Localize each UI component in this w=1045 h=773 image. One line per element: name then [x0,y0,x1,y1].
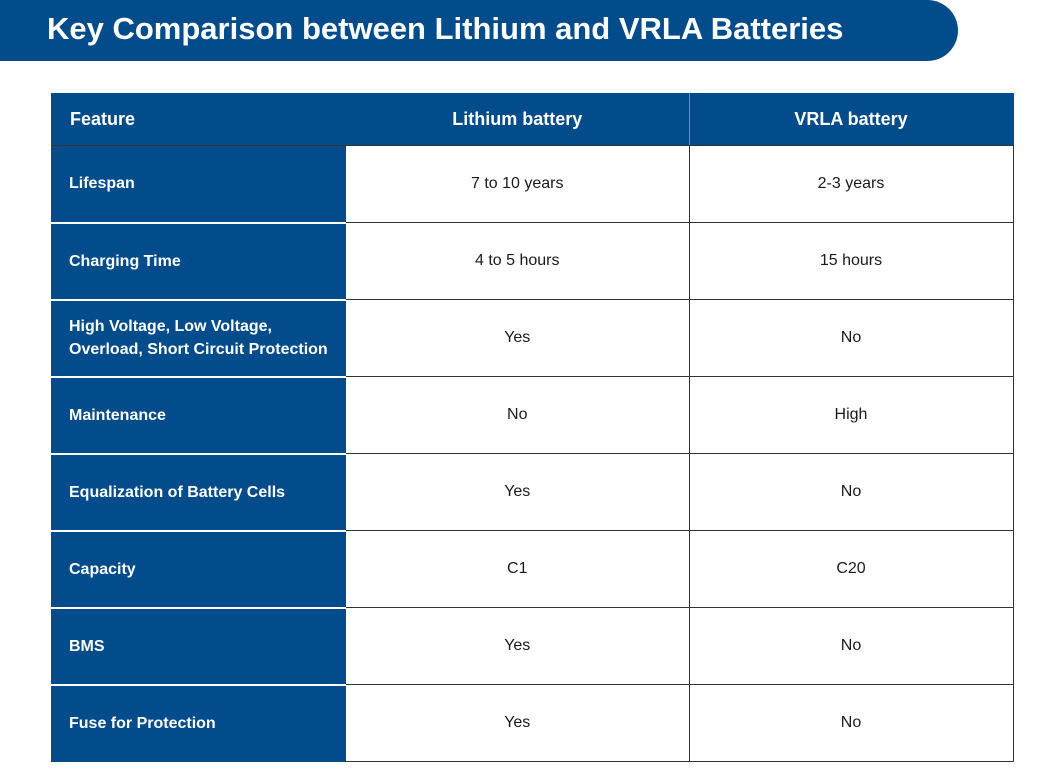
feature-cell: Fuse for Protection [51,684,346,762]
feature-cell: Equalization of Battery Cells [51,453,346,532]
comparison-table: Feature Lithium battery VRLA battery Lif… [51,93,1014,762]
vrla-cell: 2-3 years [689,145,1014,223]
feature-cell: Capacity [51,530,346,609]
page-title: Key Comparison between Lithium and VRLA … [47,11,844,46]
table-row: Fuse for Protection Yes No [51,684,1014,762]
title-banner [0,0,958,61]
vrla-cell: No [689,684,1014,762]
table-row: Lifespan 7 to 10 years 2-3 years [51,145,1014,224]
vrla-cell: C20 [689,530,1014,608]
lithium-cell: Yes [346,453,690,531]
table-row: Charging Time 4 to 5 hours 15 hours [51,222,1014,301]
lithium-cell: C1 [346,530,690,608]
table-row: BMS Yes No [51,607,1014,686]
feature-cell: High Voltage, Low Voltage, Overload, Sho… [51,299,346,378]
feature-cell: Charging Time [51,222,346,301]
feature-cell: Maintenance [51,376,346,455]
lithium-cell: Yes [346,684,690,762]
vrla-cell: 15 hours [689,222,1014,300]
lithium-cell: Yes [346,299,690,377]
table-row: Capacity C1 C20 [51,530,1014,609]
header-vrla: VRLA battery [689,93,1014,146]
lithium-cell: No [346,376,690,454]
table-row: Equalization of Battery Cells Yes No [51,453,1014,532]
vrla-cell: No [689,299,1014,377]
feature-cell: Lifespan [51,145,346,224]
header-feature: Feature [51,93,346,146]
table-row: Maintenance No High [51,376,1014,455]
lithium-cell: 7 to 10 years [346,145,690,223]
feature-cell: BMS [51,607,346,686]
header-lithium: Lithium battery [346,93,690,146]
vrla-cell: No [689,607,1014,685]
vrla-cell: High [689,376,1014,454]
lithium-cell: 4 to 5 hours [346,222,690,300]
table-header-row: Feature Lithium battery VRLA battery [51,93,1014,146]
table-row: High Voltage, Low Voltage, Overload, Sho… [51,299,1014,378]
vrla-cell: No [689,453,1014,531]
lithium-cell: Yes [346,607,690,685]
